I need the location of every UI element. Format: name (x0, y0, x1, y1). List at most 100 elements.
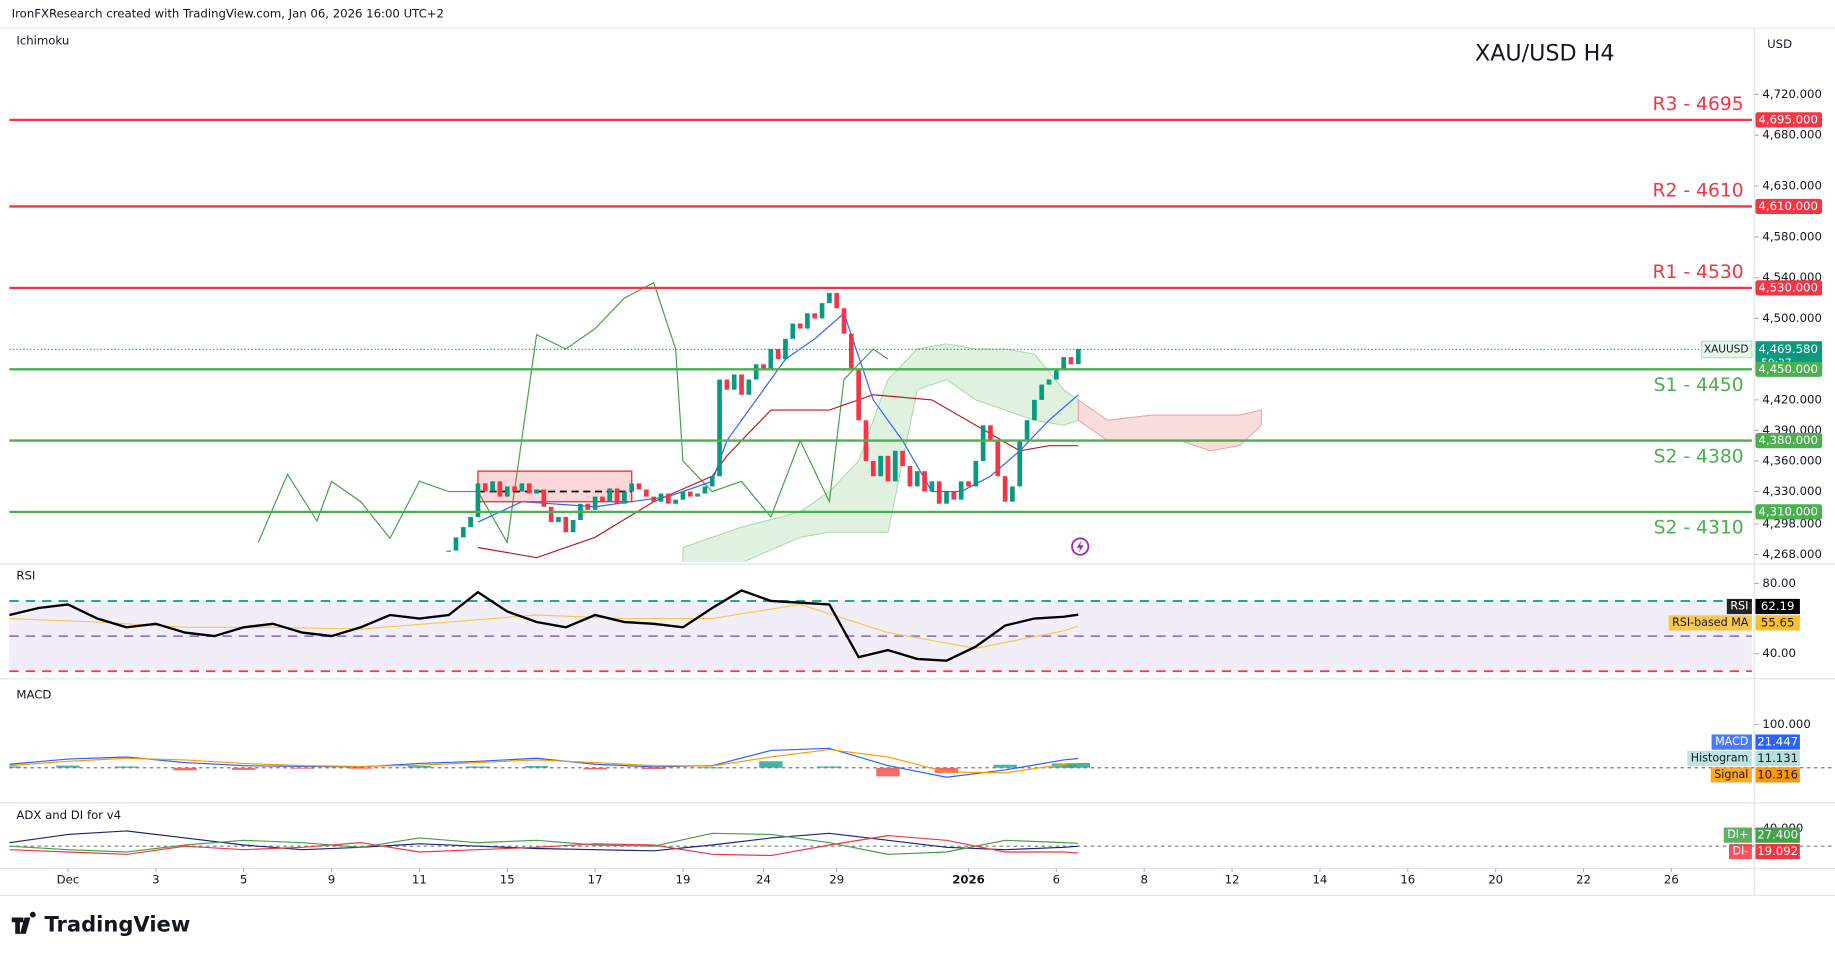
histogram-bar (1066, 762, 1091, 768)
candle (1010, 486, 1015, 502)
candle (702, 486, 708, 494)
x-tick-label: 3 (152, 873, 159, 887)
logo-icon (11, 911, 36, 934)
candle (1017, 440, 1023, 487)
tag-label-bg (1710, 767, 1752, 783)
candle (534, 489, 539, 494)
tag-value: 55.65 (1761, 615, 1794, 629)
histogram-bar (700, 767, 724, 769)
macd-line (9, 749, 1079, 774)
rsi-line (9, 603, 1079, 649)
candle (973, 460, 979, 487)
candle (504, 486, 510, 497)
candle (526, 483, 532, 494)
histogram-bar (173, 767, 197, 771)
x-tick-label: 12 (1225, 873, 1240, 887)
candle (570, 520, 576, 533)
candle (512, 486, 517, 492)
candle (607, 488, 613, 502)
tag-value-bg (1755, 767, 1800, 783)
candle (673, 499, 678, 504)
candle (995, 440, 1001, 477)
chart-title: XAU/USD H4 (1475, 40, 1615, 66)
candle (856, 369, 862, 421)
pane-separators (0, 27, 1835, 896)
symbol-tag-text: XAUUSD (1704, 343, 1749, 355)
candle (892, 450, 898, 482)
candle (980, 425, 986, 461)
level-tag-text: 4,450.000 (1758, 362, 1817, 376)
range-box (477, 470, 633, 503)
level-tag (1755, 280, 1823, 296)
candle (717, 379, 722, 477)
tag-value: 19.092 (1757, 844, 1798, 858)
tag-value-bg (1755, 827, 1800, 843)
candle (1024, 420, 1030, 441)
x-tick-label: 17 (588, 873, 603, 887)
candle (563, 516, 569, 533)
header: IronFXResearch created with TradingView.… (12, 7, 444, 21)
alert-icon (1071, 537, 1090, 556)
level-tag-text: 4,530.000 (1758, 280, 1817, 294)
tag-label: RSI (1730, 599, 1748, 612)
tag-label-bg (1687, 750, 1752, 767)
macd-lines (9, 747, 1091, 778)
candle (731, 374, 737, 390)
level-label: R2 - 4610 (1653, 181, 1744, 202)
candle (1054, 369, 1059, 380)
candle (775, 348, 781, 360)
tag-value: 11.131 (1757, 751, 1798, 765)
candle (541, 489, 547, 507)
y-tick-label: 4,580.000 (1762, 229, 1821, 243)
y-tick-label: 4,298.000 (1762, 517, 1821, 531)
histogram-bar (290, 767, 314, 769)
candle (687, 491, 693, 497)
y-tick-label: 4,720.000 (1762, 87, 1821, 101)
histogram-bar (641, 767, 666, 770)
tag-label: DI- (1733, 845, 1749, 858)
candle (629, 483, 635, 492)
candle (1075, 348, 1081, 365)
tag-label-bg (1668, 615, 1752, 631)
currency: USD (1767, 37, 1792, 51)
candle (1002, 476, 1008, 502)
brand: TradingView (44, 912, 190, 937)
level-tag-text: 4,610.000 (1758, 199, 1817, 213)
candle (548, 506, 554, 523)
level-label: R3 - 4695 (1653, 94, 1744, 115)
histogram-bar (817, 766, 842, 768)
tag-value: 62.19 (1761, 599, 1794, 613)
histogram-bar (759, 761, 783, 768)
candle (585, 503, 591, 510)
candle (475, 483, 481, 517)
candle (556, 516, 561, 523)
candle (907, 466, 913, 487)
histogram-bar (114, 766, 139, 768)
candle (819, 303, 825, 319)
candle (988, 425, 993, 441)
pane-label: RSI (16, 568, 35, 582)
candle (1032, 399, 1037, 421)
x-tick-label: 16 (1400, 873, 1415, 887)
tag-value-bg (1755, 750, 1800, 767)
level-tag (1755, 504, 1823, 520)
candle (746, 379, 752, 395)
candle (914, 471, 920, 487)
adx-line (9, 830, 1079, 852)
tag-value-bg (1755, 615, 1800, 631)
x-tick-label: 29 (829, 873, 844, 887)
rsi-line (9, 589, 1079, 662)
x-tick-label: 6 (1053, 873, 1060, 887)
candle (885, 455, 891, 482)
x-tick-label: 9 (328, 873, 335, 887)
x-tick-label: 19 (676, 873, 691, 887)
candle (790, 323, 796, 339)
tag-value-bg (1755, 598, 1800, 615)
tag-label: Signal (1714, 768, 1748, 781)
candle (622, 491, 627, 504)
histogram-bar (934, 767, 959, 773)
candle (812, 313, 818, 319)
candle (753, 364, 759, 380)
tag-value-bg (1755, 734, 1800, 750)
